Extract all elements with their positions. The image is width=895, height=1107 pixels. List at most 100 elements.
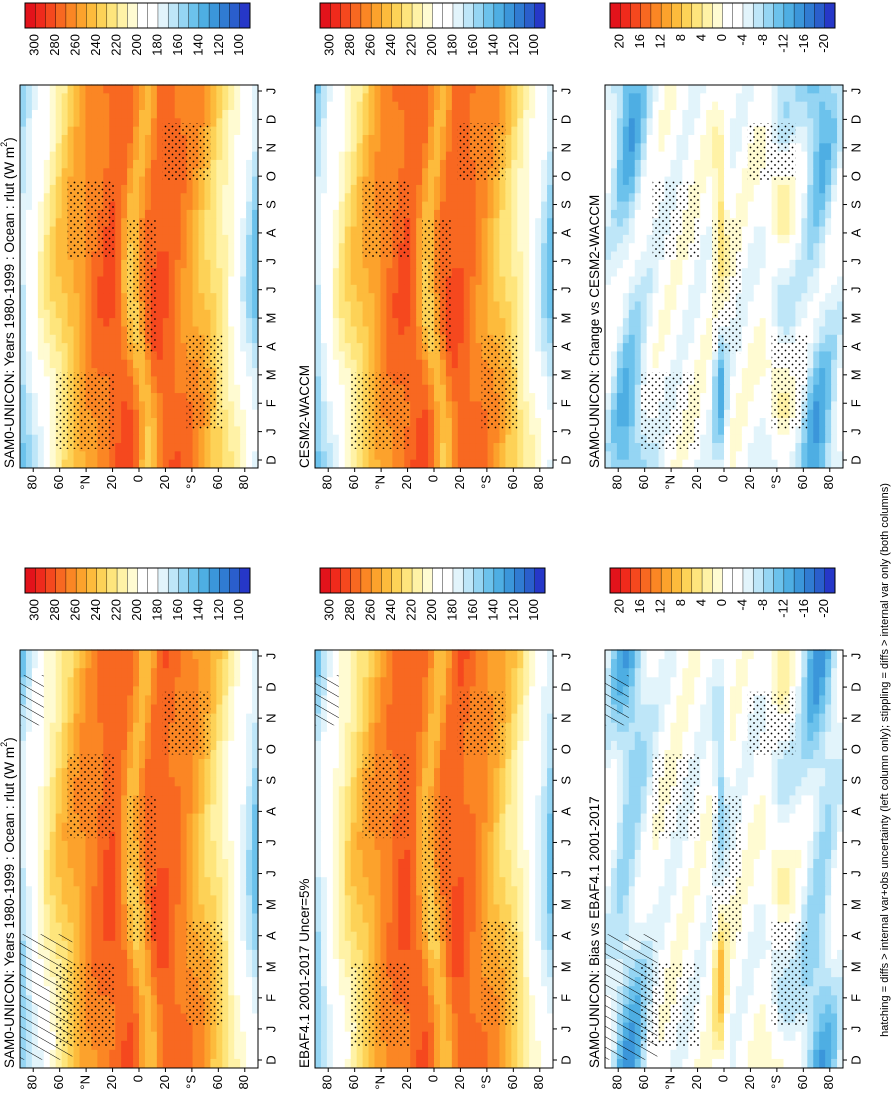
- contour-cell: [819, 293, 826, 302]
- contour-cell: [169, 193, 176, 202]
- contour-cell: [494, 218, 501, 227]
- contour-cell: [535, 226, 542, 235]
- contour-cell: [825, 309, 832, 318]
- contour-cell: [163, 351, 170, 360]
- contour-cell: [85, 126, 92, 135]
- contour-cell: [688, 343, 695, 352]
- contour-cell: [541, 151, 548, 160]
- contour-cell: [38, 93, 45, 102]
- contour-cell: [748, 276, 755, 285]
- contour-cell: [222, 367, 229, 376]
- contour-cell: [410, 359, 417, 368]
- contour-cell: [91, 159, 98, 168]
- contour-cell: [706, 451, 713, 460]
- contour-cell: [635, 334, 642, 343]
- colorbar-cell: [107, 3, 118, 28]
- contour-cell: [670, 284, 677, 293]
- contour-cell: [321, 367, 328, 376]
- contour-cell: [617, 301, 624, 310]
- contour-cell: [333, 134, 340, 143]
- contour-cell: [133, 426, 140, 435]
- contour-cell: [345, 209, 352, 218]
- contour-cell: [163, 367, 170, 376]
- contour-cell: [458, 109, 465, 118]
- contour-cell: [50, 218, 57, 227]
- contour-cell: [327, 168, 334, 177]
- contour-cell: [831, 259, 838, 268]
- contour-cell: [91, 343, 98, 352]
- contour-cell: [422, 143, 429, 152]
- contour-cell: [175, 284, 182, 293]
- contour-cell: [163, 359, 170, 368]
- contour-cell: [476, 226, 483, 235]
- contour-cell: [246, 118, 253, 127]
- contour-cell: [26, 118, 33, 127]
- contour-cell: [422, 392, 429, 401]
- contour-cell: [169, 284, 176, 293]
- contour-cell: [831, 426, 838, 435]
- contour-cell: [529, 251, 536, 260]
- contour-cell: [181, 459, 188, 468]
- contour-cell: [458, 343, 465, 352]
- contour-cell: [339, 359, 346, 368]
- contour-cell: [529, 218, 536, 227]
- contour-cell: [470, 268, 477, 277]
- contour-cell: [464, 93, 471, 102]
- contour-cell: [38, 184, 45, 193]
- contour-cell: [825, 392, 832, 401]
- contour-cell: [535, 343, 542, 352]
- contour-cell: [452, 218, 459, 227]
- month-label: D: [263, 455, 278, 464]
- contour-cell: [742, 384, 749, 393]
- contour-cell: [807, 459, 814, 468]
- contour-cell: [97, 293, 104, 302]
- contour-cell: [228, 392, 235, 401]
- contour-cell: [240, 318, 247, 327]
- contour-cell: [97, 334, 104, 343]
- contour-cell: [517, 243, 524, 252]
- contour-cell: [181, 276, 188, 285]
- contour-cell: [541, 93, 548, 102]
- contour-cell: [446, 459, 453, 468]
- contour-cell: [529, 284, 536, 293]
- contour-cell: [482, 309, 489, 318]
- contour-cell: [476, 392, 483, 401]
- contour-cell: [97, 84, 104, 93]
- contour-cell: [659, 334, 666, 343]
- contour-cell: [327, 251, 334, 260]
- contour-cell: [145, 126, 152, 135]
- contour-cell: [482, 301, 489, 310]
- contour-cell: [452, 101, 459, 110]
- contour-cell: [44, 293, 51, 302]
- contour-cell: [26, 134, 33, 143]
- contour-cell: [819, 351, 826, 360]
- contour-cell: [187, 101, 194, 110]
- contour-cell: [139, 109, 146, 118]
- contour-cell: [375, 118, 382, 127]
- contour-cell: [175, 359, 182, 368]
- contour-cell: [641, 326, 648, 335]
- contour-cell: [315, 109, 322, 118]
- contour-cell: [345, 309, 352, 318]
- contour-cell: [398, 318, 405, 327]
- contour-cell: [91, 168, 98, 177]
- contour-cell: [452, 409, 459, 418]
- contour-cell: [819, 234, 826, 243]
- contour-cell: [742, 376, 749, 385]
- contour-cell: [760, 326, 767, 335]
- contour-cell: [20, 259, 27, 268]
- contour-cell: [139, 367, 146, 376]
- contour-cell: [115, 417, 122, 426]
- contour-cell: [228, 334, 235, 343]
- contour-cell: [398, 93, 405, 102]
- month-label: D: [263, 115, 278, 124]
- contour-cell: [404, 134, 411, 143]
- contour-cell: [676, 301, 683, 310]
- contour-cell: [216, 143, 223, 152]
- contour-cell: [386, 351, 393, 360]
- contour-cell: [488, 326, 495, 335]
- contour-cell: [199, 309, 206, 318]
- contour-cell: [50, 384, 57, 393]
- contour-cell: [488, 284, 495, 293]
- contour-cell: [736, 426, 743, 435]
